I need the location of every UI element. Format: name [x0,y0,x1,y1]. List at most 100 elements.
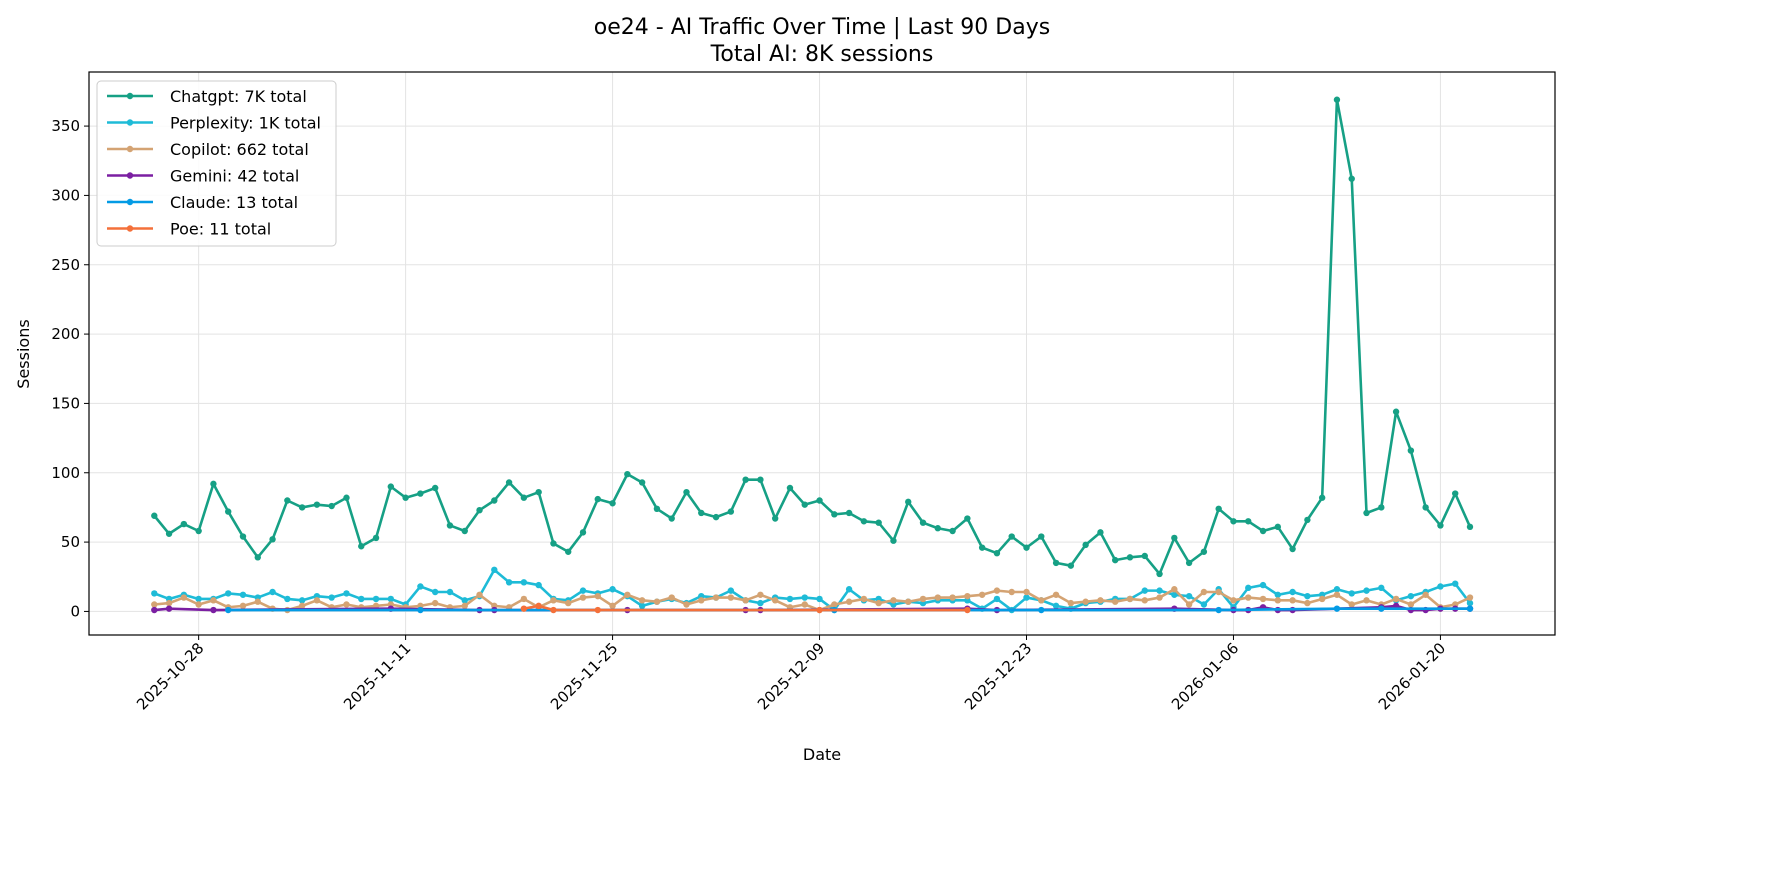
data-point [520,494,528,501]
data-point [313,501,321,508]
data-point [446,522,454,529]
y-tick-label: 0 [70,602,80,620]
data-point [180,594,188,601]
y-tick-label: 250 [51,256,80,274]
data-point [402,494,409,501]
y-tick-label: 300 [51,186,80,204]
data-point [1422,504,1429,511]
data-point [919,519,927,526]
data-point [417,583,424,590]
data-point [579,529,587,536]
legend-label: Perplexity: 1K total [170,114,321,133]
data-point [1185,592,1193,600]
data-point [1437,522,1444,529]
data-point [742,476,749,483]
data-point [165,530,173,537]
data-point [328,594,335,601]
data-point [165,605,173,612]
data-point [505,579,513,586]
x-tick-label: 2026-01-06 [1168,639,1242,713]
series-line [228,607,1470,612]
data-point [949,527,956,535]
data-point [535,488,542,496]
data-point [313,597,321,604]
data-point [1067,599,1075,607]
data-point [1274,597,1282,604]
data-point [1200,601,1208,608]
data-point [225,590,232,597]
y-tick-label: 50 [61,533,80,551]
legend-label: Gemini: 42 total [170,167,299,186]
data-point [698,597,705,604]
data-point [1038,597,1045,604]
data-point [594,592,601,600]
y-tick-label: 200 [51,325,80,343]
data-point [964,515,971,522]
data-point [1052,591,1060,598]
data-point [343,590,350,597]
data-point [550,606,557,614]
data-point [845,586,853,593]
data-point [1230,597,1237,604]
data-point [1466,599,1474,607]
y-axis-label: Sessions [14,319,33,388]
data-point [1289,597,1296,604]
data-point [1304,516,1311,524]
data-point [816,497,823,504]
data-point [1141,552,1148,560]
series-line [153,568,1472,612]
data-point [875,599,882,607]
data-point [683,601,690,608]
series-chatgpt [151,96,1474,578]
x-axis-label: Date [803,745,841,764]
data-point [535,602,542,610]
data-point [1200,588,1208,596]
data-point [638,479,646,486]
data-point [358,595,365,603]
data-point [727,587,735,594]
data-point [1466,605,1474,612]
data-point [594,495,601,503]
data-point [1422,591,1429,598]
data-point [609,500,616,507]
data-point [905,598,912,605]
data-point [151,601,158,608]
data-point [1171,586,1178,593]
data-point [1156,587,1163,594]
data-point [1333,586,1341,593]
data-point [1318,494,1326,501]
data-point [1245,594,1252,601]
data-point [1289,545,1296,553]
series-poe [520,602,971,614]
data-point [358,543,365,550]
data-point [1274,523,1282,531]
data-point [1259,581,1267,589]
data-point [387,595,395,603]
data-point [535,581,542,589]
data-point [1038,606,1045,614]
data-point [195,601,202,608]
data-point [461,597,468,604]
data-point [210,597,217,604]
data-point [431,484,439,492]
data-point [1171,534,1178,542]
data-point [860,595,868,603]
data-point [978,544,986,551]
data-point [771,597,779,604]
legend-label: Copilot: 662 total [170,140,309,159]
data-point [1156,570,1163,578]
data-point [890,597,897,604]
x-tick-label: 2025-12-23 [961,639,1035,713]
data-point [757,591,764,598]
legend-marker [126,119,134,126]
data-point [461,527,468,535]
data-point [1348,175,1355,182]
data-point [431,599,439,607]
data-point [683,488,690,496]
data-point [284,497,291,504]
data-point [786,484,794,492]
legend-marker [126,172,134,179]
legend-marker [126,225,134,232]
data-point [890,537,897,544]
data-point [210,480,217,488]
